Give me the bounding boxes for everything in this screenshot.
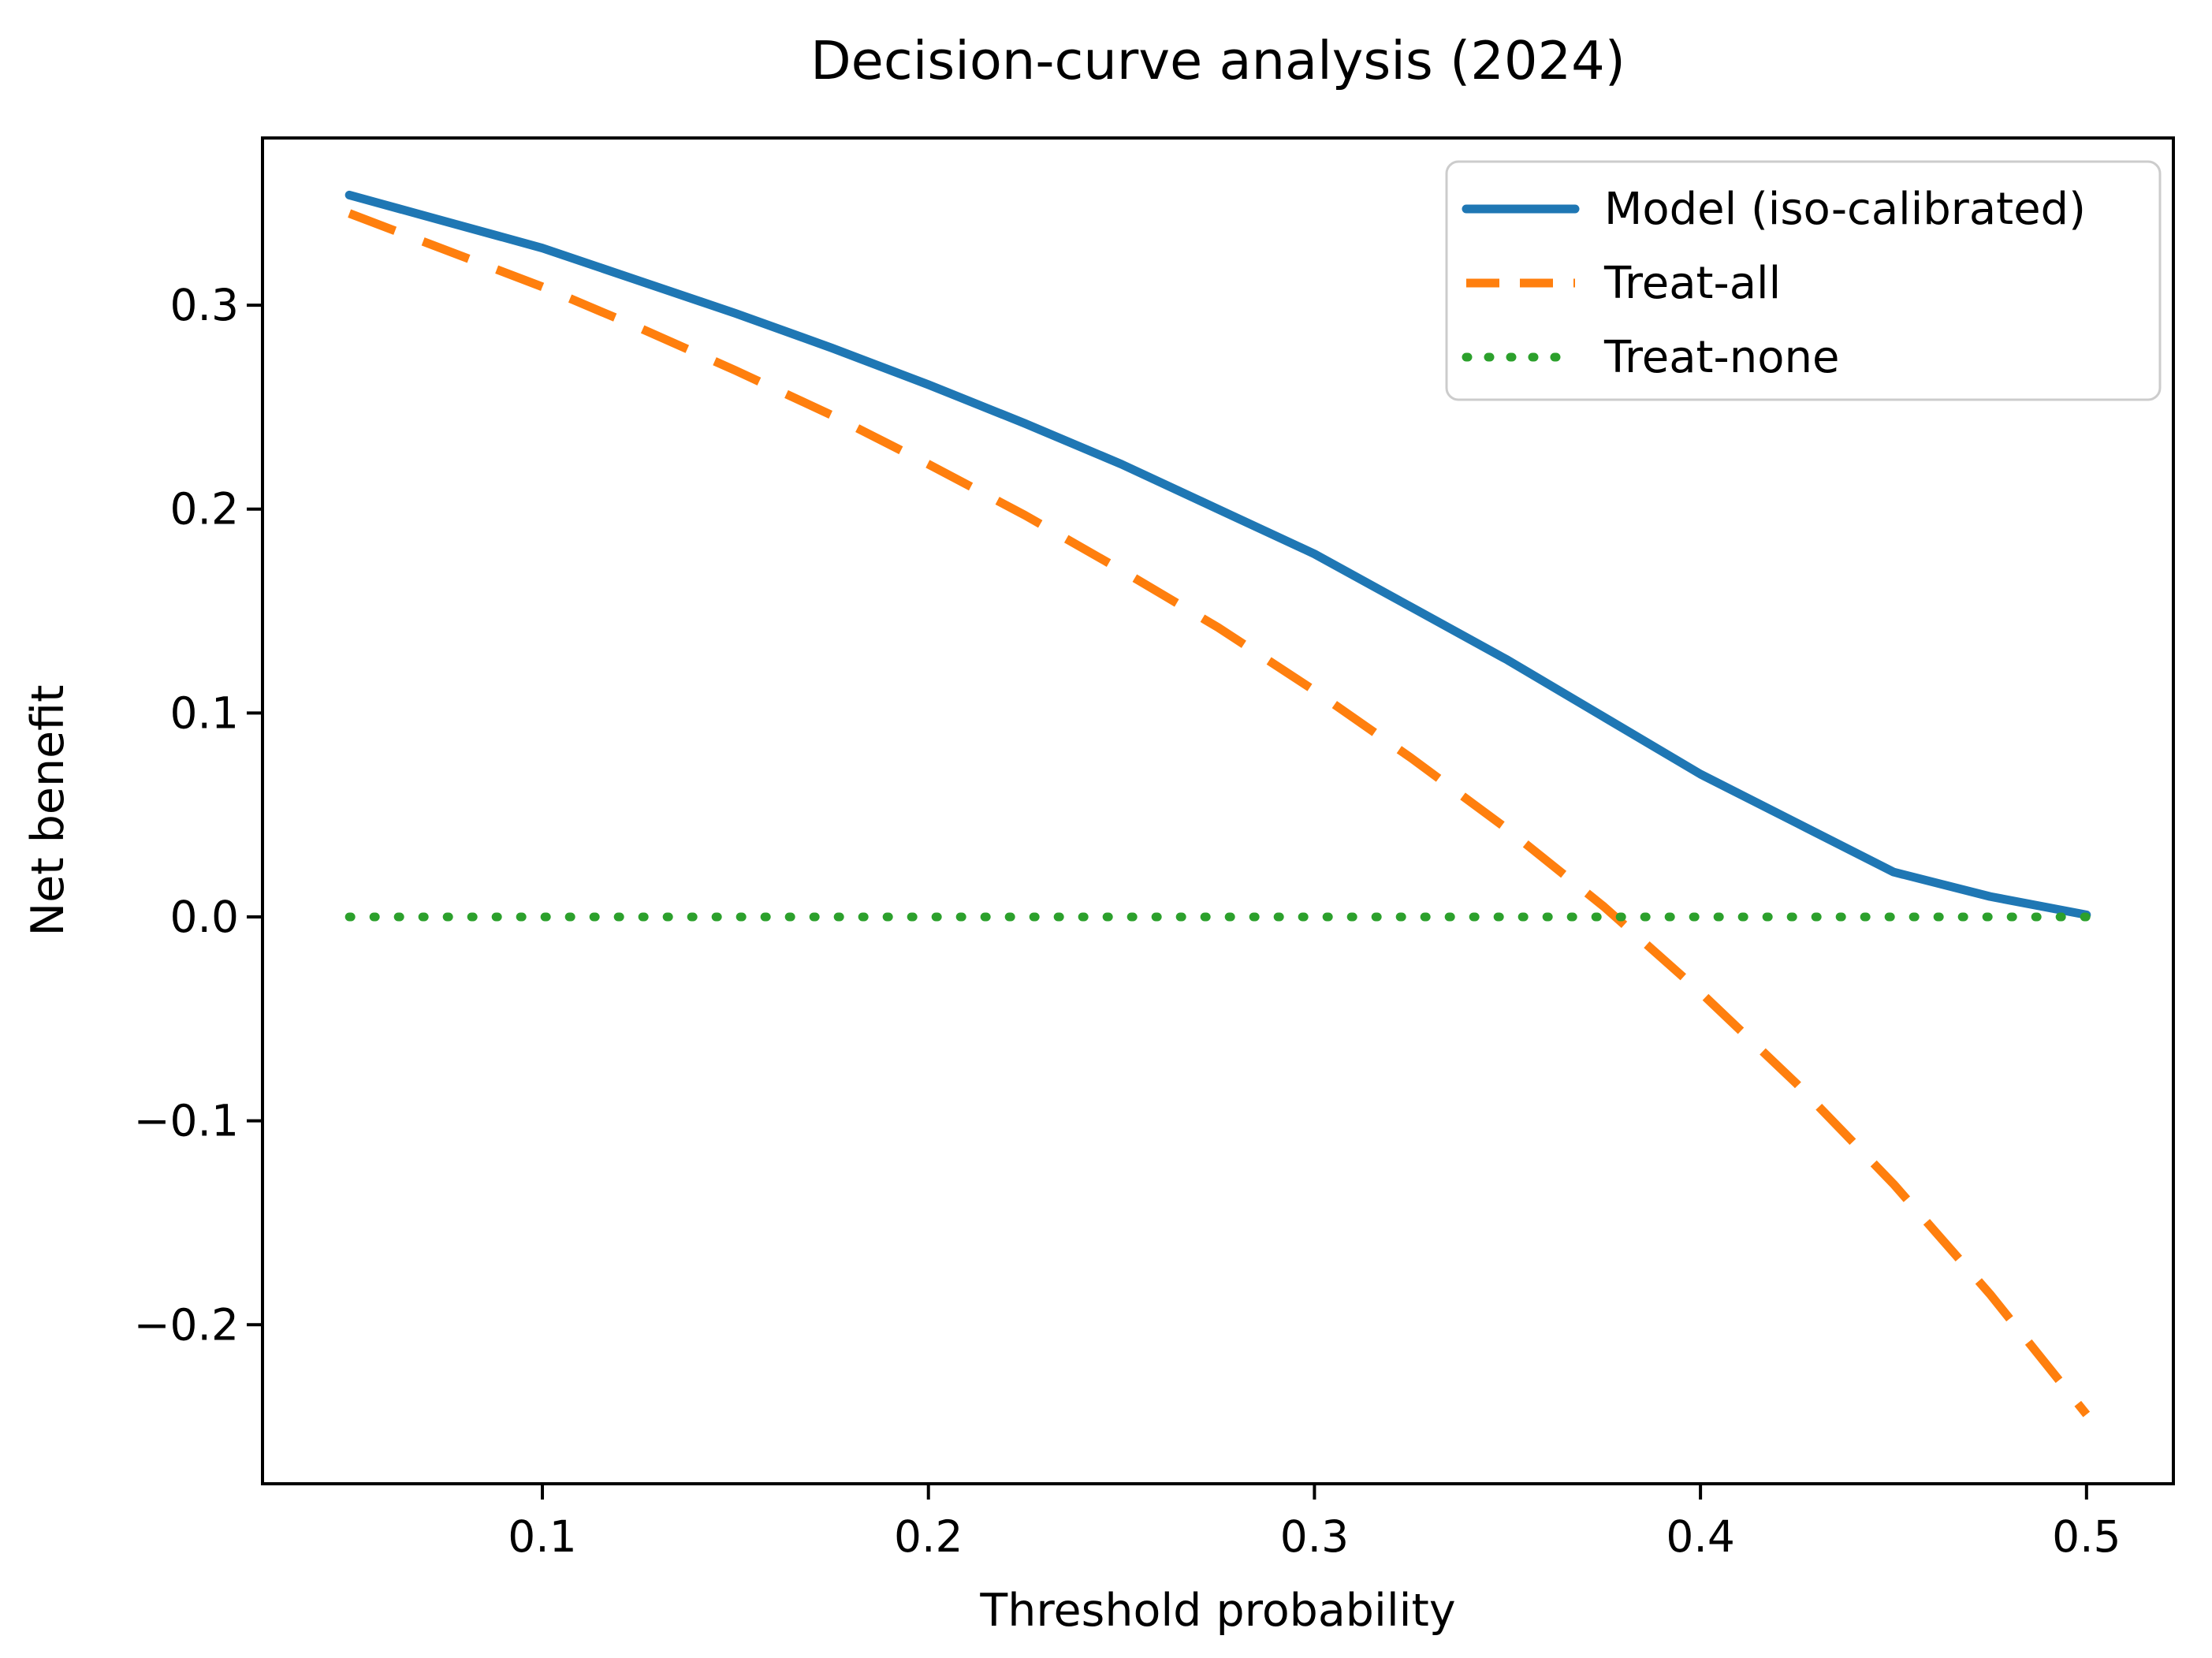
x-tick-label: 0.4 <box>1666 1511 1734 1562</box>
y-tick-label: −0.2 <box>133 1299 239 1350</box>
plot-border <box>261 136 2175 1485</box>
x-tick-label: 0.2 <box>894 1511 963 1562</box>
x-tick-label: 0.5 <box>2052 1511 2121 1562</box>
chart-title: Decision-curve analysis (2024) <box>810 30 1625 91</box>
x-tick-label: 0.1 <box>508 1511 576 1562</box>
legend-item-model-iso-calibrated: Model (iso-calibrated) <box>1462 184 2086 235</box>
legend-label-model-iso-calibrated: Model (iso-calibrated) <box>1604 184 2086 235</box>
y-tick-label: 0.3 <box>170 280 239 330</box>
y-tick-label: −0.1 <box>133 1096 239 1146</box>
y-tick-label: 0.0 <box>170 892 239 942</box>
y-tick-label: 0.1 <box>170 687 239 738</box>
legend-item-treat-none: Treat-none <box>1462 332 1839 383</box>
y-tick-label: 0.2 <box>170 484 239 535</box>
legend-box <box>1445 160 2162 401</box>
legend-label-treat-none: Treat-none <box>1603 332 1839 383</box>
x-tick-label: 0.3 <box>1280 1511 1349 1562</box>
legend: Model (iso-calibrated) Treat-all Treat-non… <box>1445 160 2162 401</box>
x-axis-label: Threshold probability <box>979 1585 1455 1637</box>
model-iso-calibrated-line <box>344 190 2091 919</box>
series-layer <box>344 190 2091 1418</box>
axes-layer: 0.1 0.2 0.3 0.4 0.5 0.3 0.2 0.1 0.0 −0.1 −0.2 <box>133 136 2175 1562</box>
treat-all-line <box>348 209 2091 1418</box>
legend-label-treat-all: Treat-all <box>1603 258 1781 309</box>
legend-item-treat-all: Treat-all <box>1466 258 1781 309</box>
y-axis-label: Net benefit <box>22 685 74 937</box>
